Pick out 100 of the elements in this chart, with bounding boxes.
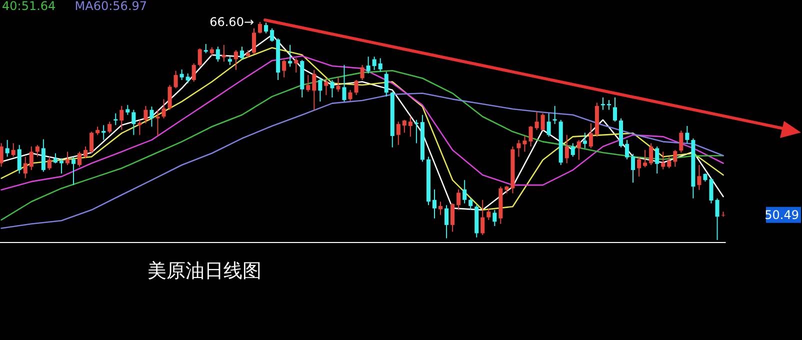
candlestick [600,96,605,110]
candlestick [318,76,322,102]
candlestick [582,132,587,149]
candlestick [0,142,4,168]
candlestick [342,64,346,102]
candlestick [78,151,82,168]
candlestick [23,156,28,179]
candlestick [649,142,654,166]
candlestick [240,46,244,60]
candlestick [35,144,40,158]
candlestick [576,139,581,160]
candlestick [156,109,160,137]
candlestick [354,79,358,96]
candlestick [222,44,226,62]
candlestick [180,69,184,80]
candlestick [408,116,412,138]
candlestick [120,105,124,130]
text: MA60:56.97 [74,0,148,13]
candlestick [306,74,310,92]
candlestick [186,72,190,84]
candlestick [294,58,298,74]
candlestick [661,151,666,170]
candlestick [534,111,539,130]
candlestick [336,76,340,92]
candlestick [715,198,720,240]
candlestick [17,144,22,174]
candlestick [546,112,551,138]
candlestick [150,106,154,128]
candlestick [438,201,443,216]
candlestick [126,104,130,116]
candlestick [330,79,334,98]
candlestick [138,119,142,136]
candlestick [378,58,382,72]
candlestick [162,98,166,119]
candlestick [673,149,678,168]
candlestick [192,62,196,82]
candlestick [655,146,660,174]
candlestick [606,100,611,110]
candlestick [462,180,467,204]
candlestick [282,59,286,78]
candlestick [685,125,690,144]
candlestick [432,188,437,219]
candlestick [168,84,172,110]
candlestick [570,142,575,158]
candlestick [41,138,46,172]
candlestick [132,109,136,136]
candlestick [486,208,491,220]
candlestick [216,46,220,62]
candlestick [47,156,52,171]
candlestick [258,22,262,34]
candlestick [114,112,118,126]
candlestick [564,134,569,164]
candlestick [414,119,418,144]
candlestick [588,122,593,149]
candlestick [53,152,58,164]
candlestick [516,139,521,158]
candlestick [198,48,202,68]
candlestick [540,112,545,132]
candlestick [492,209,497,227]
text: 美原油日线图 [147,260,262,282]
candlestick [552,105,557,125]
candlestick [360,64,364,80]
candlestick [366,56,370,74]
candlestick [612,96,618,122]
candlestick [288,44,292,68]
candlestick [90,131,94,154]
candlestick [456,188,461,210]
candlestick [71,156,76,186]
candlestick [252,28,256,55]
candlestick [721,211,726,218]
candlestick [29,146,34,171]
candlestick [637,156,642,178]
candlestick [631,153,636,184]
candlestick [234,50,238,70]
candlestick [11,142,16,158]
candlestick [65,151,70,166]
candlestick [324,78,328,96]
candlestick [204,44,208,54]
candlestick [270,28,274,42]
candlestick [5,139,10,158]
candlestick [372,56,376,70]
candlestick [402,119,406,134]
candlestick [108,121,112,134]
text: 40:51.64 [2,0,56,13]
candlestick [348,90,352,102]
candlestick [667,156,672,169]
candlestick [625,139,630,160]
candlestick [264,22,268,34]
candlestick [643,149,648,168]
candlestick [450,202,455,232]
candlestick [384,71,388,98]
candlestick [312,69,316,110]
candlestick [84,146,88,159]
candlestick [480,199,485,236]
candlestick [468,198,473,210]
annotation: 66.60→ [210,15,254,29]
candlestick [396,121,400,146]
candlestick [174,70,178,89]
candlestick [444,204,449,239]
candlestick [697,164,702,190]
